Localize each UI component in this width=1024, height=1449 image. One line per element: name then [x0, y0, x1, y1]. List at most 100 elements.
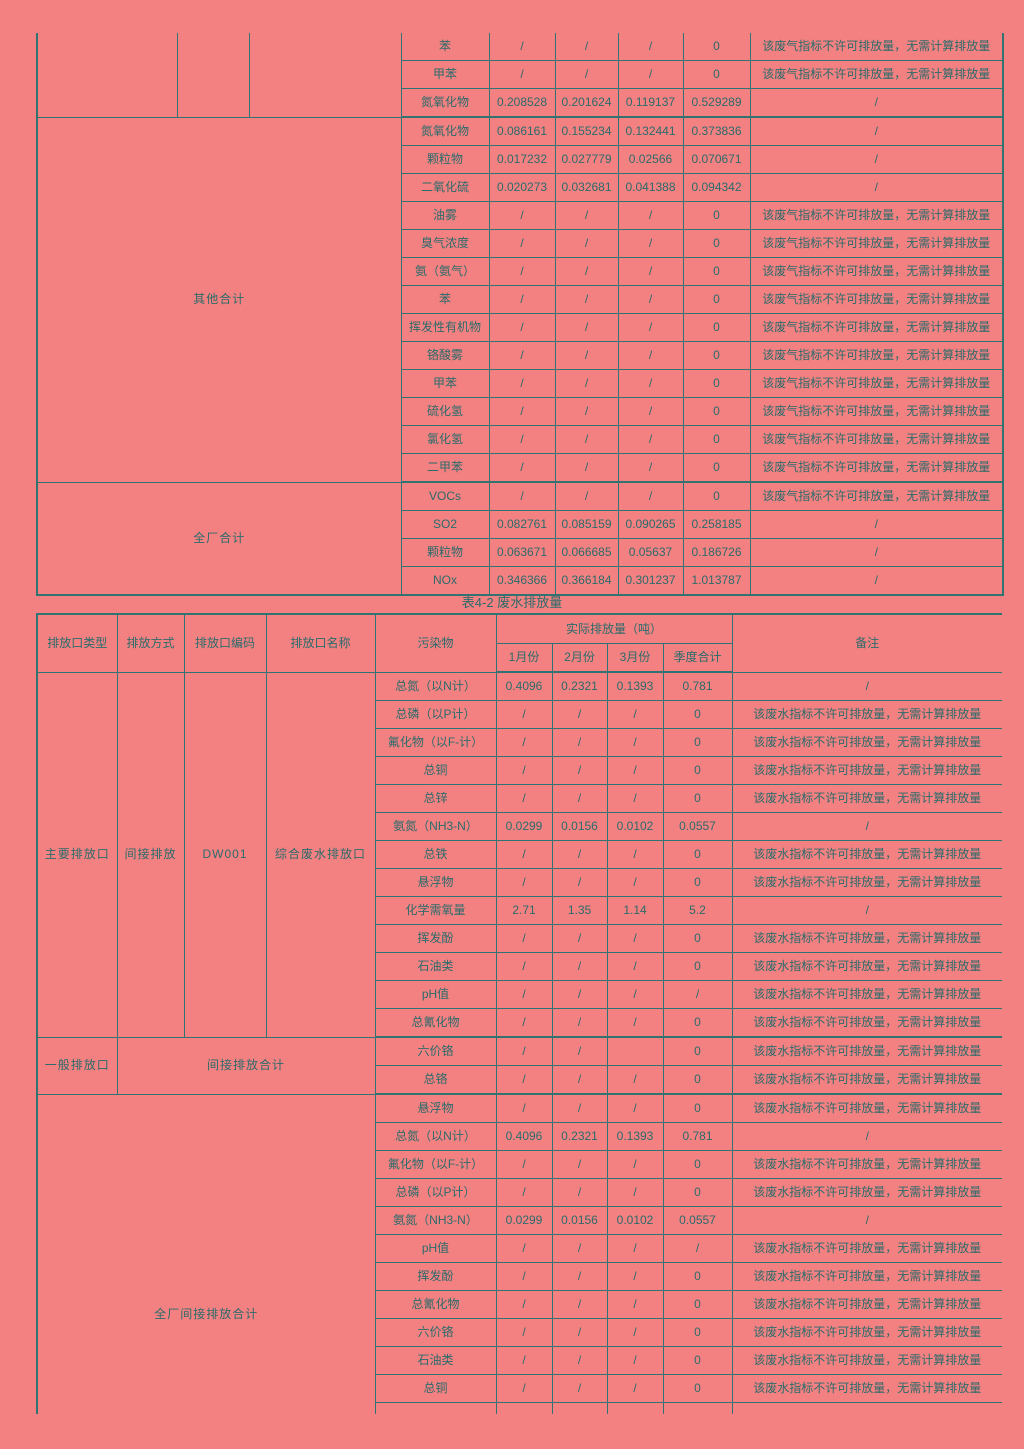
- month-header: 2月份: [551, 643, 608, 673]
- month-value-cell: /: [551, 784, 608, 813]
- month-value-cell: /: [495, 1234, 553, 1263]
- quarter-total-cell: 0: [682, 60, 751, 89]
- quarter-total-cell: 0: [662, 1150, 733, 1179]
- month-value-cell: 1.35: [551, 896, 608, 925]
- table-row: 苯 / //0 该废气指标不许可排放量，无需计算排放量: [36, 33, 1004, 118]
- month-value-cell: /: [554, 33, 619, 61]
- month-value-cell: /: [554, 397, 619, 426]
- month-value-cell: /: [488, 425, 556, 454]
- quarter-total-cell: 1.013787: [682, 566, 751, 596]
- month-value-cell: /: [495, 1262, 553, 1291]
- month-value-cell: /: [495, 700, 553, 729]
- quarter-total-cell: 0: [662, 924, 733, 953]
- remark-cell: 该废气指标不许可排放量，无需计算排放量: [749, 341, 1004, 370]
- month-value-cell: /: [606, 1150, 664, 1179]
- month-value-cell: /: [606, 924, 664, 953]
- month-value-cell: /: [606, 700, 664, 729]
- quarter-total-cell: 0: [682, 229, 751, 258]
- quarter-total-cell: 0: [682, 453, 751, 483]
- remark-cell: 该废水指标不许可排放量，无需计算排放量: [731, 1318, 1002, 1347]
- month-value-cell: /: [617, 201, 684, 230]
- month-value-cell: /: [495, 1150, 553, 1179]
- waste-gas-emissions-table: 苯 / //0 该废气指标不许可排放量，无需计算排放量 甲苯 / //0 该废气指标不许可排放…: [36, 33, 1004, 596]
- section-label-cell: 间接排放: [116, 671, 185, 1038]
- month-value-cell: 0.0102: [606, 812, 664, 841]
- remark-cell: 该废气指标不许可排放量，无需计算排放量: [749, 425, 1004, 454]
- table-row: 其他合计 氮氧化物 0.086161 0.155234 0.132441 0.373836…: [36, 116, 1004, 483]
- month-value-cell: 0.119137: [617, 88, 684, 118]
- quarter-total-cell: 0: [682, 313, 751, 342]
- remark-cell: /: [749, 538, 1004, 567]
- month-value-cell: /: [606, 1318, 664, 1347]
- month-value-cell: /: [495, 1374, 553, 1403]
- remark-cell: 该废气指标不许可排放量，无需计算排放量: [749, 453, 1004, 483]
- month-value-cell: /: [554, 341, 619, 370]
- month-value-cell: /: [617, 341, 684, 370]
- table-row: 甲苯 / //0 该废气指标不许可排放量，无需计算排放量: [37, 369, 1004, 398]
- month-value-cell: /: [606, 1178, 664, 1207]
- section-label-cell: 间接排放合计: [116, 1036, 376, 1095]
- waste-water-table-viewport: 排放口类型 排放方式 排放口编码 排放口名称 污染物 实际排放量（吨） 备注 1月份 2月份 3月…: [36, 613, 1002, 1414]
- quarter-total-cell: /: [662, 980, 733, 1009]
- quarter-total-cell: 0: [682, 369, 751, 398]
- month-value-cell: /: [617, 229, 684, 258]
- header-row: 排放口类型 排放方式 排放口编码 排放口名称 污染物 实际排放量（吨） 备注: [36, 613, 1002, 673]
- month-value-cell: /: [495, 1008, 553, 1038]
- pollutant-cell: 总铁: [374, 840, 497, 869]
- table-row: 主要排放口 间接排放 DW001 综合废水排放口 总氮（以N计） 0.4096 0.2321…: [36, 671, 1002, 1038]
- pollutant-cell: 总氮（以N计）: [374, 671, 497, 701]
- pollutant-cell: 悬浮物: [374, 1093, 497, 1123]
- table-row: 氟化物（以F-计） / //0 该废水指标不许可排放量，无需计算排放量: [37, 728, 1002, 757]
- pollutant-cell: 氮氧化物: [400, 116, 490, 146]
- month-value-cell: /: [606, 784, 664, 813]
- month-value-cell: 0.155234: [554, 116, 619, 146]
- quarter-total-cell: 0: [682, 397, 751, 426]
- remark-cell: 该废水指标不许可排放量，无需计算排放量: [731, 924, 1002, 953]
- month-value-cell: 0.0156: [551, 812, 608, 841]
- quarter-total-cell: 0: [662, 1093, 733, 1123]
- month-value-cell: /: [495, 1036, 553, 1066]
- table-row: 氟化物（以F-计） / //0 该废水指标不许可排放量，无需计算排放量: [37, 1150, 1002, 1179]
- waste-water-emissions-table: 排放口类型 排放方式 排放口编码 排放口名称 污染物 实际排放量（吨） 备注 1月份 2月份 3月…: [36, 613, 1002, 1414]
- month-value-cell: 0.208528: [488, 88, 556, 118]
- month-value-cell: /: [488, 60, 556, 89]
- cutoff-cell: [662, 1402, 733, 1414]
- month-value-cell: /: [495, 868, 553, 897]
- pollutant-cell: VOCs: [400, 481, 490, 511]
- month-value-cell: /: [606, 868, 664, 897]
- pollutant-cell: 氟化物（以F-计）: [374, 1150, 497, 1179]
- remark-cell: 该废水指标不许可排放量，无需计算排放量: [731, 840, 1002, 869]
- pollutant-cell: 氨（氨气）: [400, 257, 490, 286]
- column-header: 排放方式: [116, 613, 185, 673]
- table-row: 总氮（以N计） 0.4096 0.2321 0.1393 0.781/: [37, 1122, 1002, 1151]
- quarter-total-cell: 0: [682, 341, 751, 370]
- remark-cell: /: [749, 145, 1004, 174]
- remark-cell: 该废水指标不许可排放量，无需计算排放量: [731, 1065, 1002, 1095]
- month-value-cell: 0.201624: [554, 88, 619, 118]
- month-value-cell: /: [488, 313, 556, 342]
- month-value-cell: 0.0299: [495, 812, 553, 841]
- month-value-cell: /: [551, 952, 608, 981]
- table-row: 二甲苯 / //0 该废气指标不许可排放量，无需计算排放量: [37, 453, 1004, 483]
- pollutant-cell: pH值: [374, 1234, 497, 1263]
- month-value-cell: 0.0299: [495, 1206, 553, 1235]
- month-value-cell: /: [495, 784, 553, 813]
- month-value-cell: /: [606, 840, 664, 869]
- month-value-cell: /: [606, 1290, 664, 1319]
- month-value-cell: /: [551, 1318, 608, 1347]
- month-value-cell: /: [617, 453, 684, 483]
- month-value-cell: 0.346366: [488, 566, 556, 596]
- pollutant-cell: 总锌: [374, 784, 497, 813]
- quarter-total-cell: 0: [682, 285, 751, 314]
- table-row: 悬浮物 / //0 该废水指标不许可排放量，无需计算排放量: [37, 868, 1002, 897]
- table-row: 总铜 / //0 该废水指标不许可排放量，无需计算排放量: [37, 756, 1002, 785]
- section-label-cell: 全厂合计: [36, 481, 402, 596]
- month-value-cell: 0.082761: [488, 510, 556, 539]
- column-header: 污染物: [374, 613, 497, 673]
- table-row: 氨（氨气） / //0 该废气指标不许可排放量，无需计算排放量: [37, 257, 1004, 286]
- remark-cell: 该废水指标不许可排放量，无需计算排放量: [731, 728, 1002, 757]
- continuation-cell: [176, 33, 250, 118]
- quarter-total-cell: 0.0557: [662, 812, 733, 841]
- remark-cell: 该废水指标不许可排放量，无需计算排放量: [731, 1036, 1002, 1066]
- table-row: 氨氮（NH3-N） 0.0299 0.0156 0.0102 0.0557/: [37, 812, 1002, 841]
